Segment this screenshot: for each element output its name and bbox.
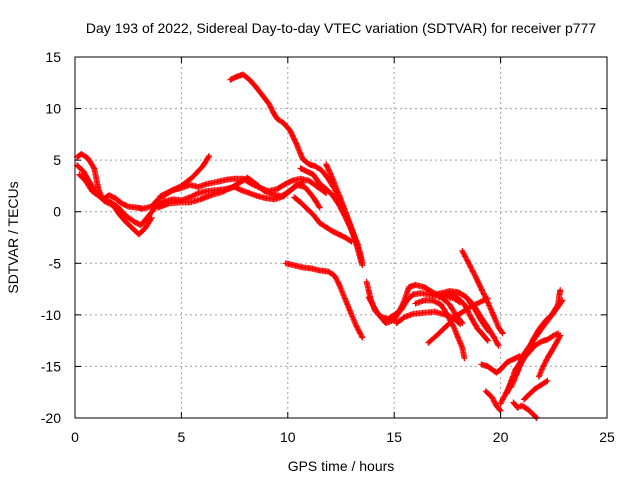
y-tick-label: -5 xyxy=(49,255,62,271)
data-points xyxy=(157,153,213,200)
data-points xyxy=(155,174,306,211)
x-tick-label: 0 xyxy=(71,429,79,445)
data-series-arc-21 xyxy=(482,388,504,414)
y-tick-label: -15 xyxy=(41,358,61,374)
data-points xyxy=(478,353,523,376)
data-series-arc-4 xyxy=(157,153,213,200)
data-series-arc-8 xyxy=(323,161,366,266)
data-points xyxy=(482,388,504,414)
data-series-arc-25 xyxy=(510,399,540,421)
x-tick-label: 5 xyxy=(178,429,186,445)
data-series-arc-18 xyxy=(459,247,506,337)
data-series-arc-5 xyxy=(155,174,306,211)
y-tick-label: -20 xyxy=(41,410,61,426)
data-points xyxy=(510,399,540,421)
data-series-arc-27 xyxy=(521,377,551,403)
y-tick-label: 0 xyxy=(53,204,61,220)
chart-title: Day 193 of 2022, Sidereal Day-to-day VTE… xyxy=(86,20,596,36)
data-series-arc-10 xyxy=(282,260,366,341)
data-points xyxy=(535,332,564,380)
y-tick-label: 5 xyxy=(53,152,61,168)
data-series-arc-20 xyxy=(478,353,523,376)
y-tick-label: -10 xyxy=(41,307,61,323)
y-tick-label: 15 xyxy=(45,49,61,65)
x-axis-label: GPS time / hours xyxy=(288,458,395,474)
y-tick-label: 10 xyxy=(45,101,61,117)
x-tick-label: 15 xyxy=(386,429,402,445)
data-series-arc-9 xyxy=(291,194,355,245)
x-tick-label: 10 xyxy=(280,429,296,445)
plot-frame xyxy=(74,56,608,419)
x-tick-label: 25 xyxy=(599,429,615,445)
data-series-arc-24 xyxy=(508,297,566,391)
x-tick-label: 20 xyxy=(493,429,509,445)
data-points xyxy=(291,194,355,245)
data-series-arc-26 xyxy=(535,332,564,380)
axis-ticks: 0 5 10 15 20 25 -20 -15 -10 -5 0 5 10 15 xyxy=(41,49,615,445)
data-points xyxy=(508,297,566,391)
y-axis-label: SDTVAR / TECUs xyxy=(5,181,21,293)
data-points xyxy=(323,161,366,266)
data-points xyxy=(521,377,551,403)
data-points xyxy=(282,260,366,341)
data-series xyxy=(74,71,566,421)
data-series-arc-19 xyxy=(465,296,502,349)
data-points xyxy=(465,296,502,349)
data-points xyxy=(459,247,506,337)
